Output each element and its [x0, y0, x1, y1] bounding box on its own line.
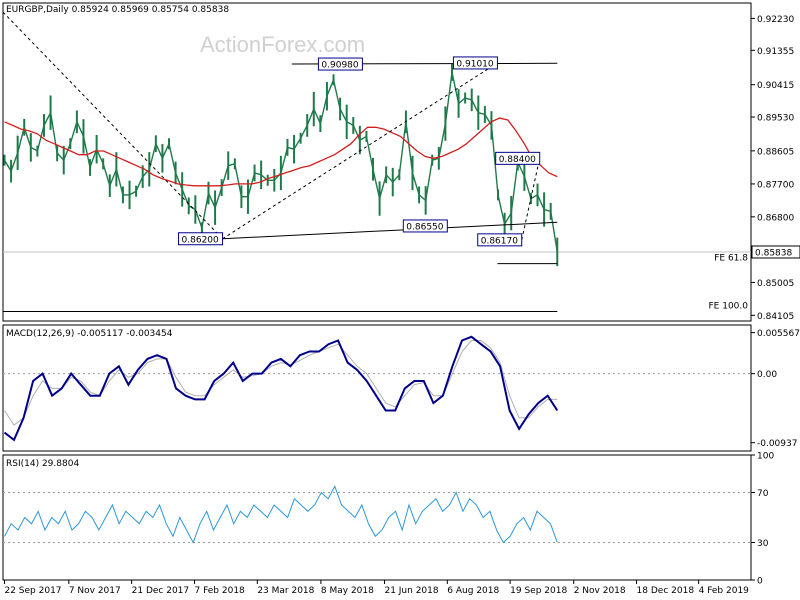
rsi-tick-label: 0 — [757, 577, 763, 587]
rsi-tick-label: 30 — [757, 539, 769, 549]
x-tick-label: 7 Nov 2017 — [69, 586, 121, 596]
annotation-box — [495, 151, 541, 165]
rsi-tick-label: 100 — [757, 452, 774, 462]
x-tick-label: 18 Dec 2018 — [637, 586, 695, 596]
annotation-label: 0.86550 — [406, 222, 443, 232]
macd-header: MACD(12,26,9) -0.005117 -0.003454 — [6, 329, 173, 339]
annotation-box — [452, 56, 498, 70]
macd-tick-label: 0.00 — [757, 370, 777, 380]
last-price-label: 0.85838 — [755, 248, 792, 258]
annotation-label: 0.88400 — [499, 155, 536, 165]
trend-line — [521, 158, 541, 240]
x-tick-label: 21 Dec 2017 — [132, 586, 190, 596]
main-frame — [2, 2, 752, 322]
macd-tick-label: -0.00937 — [757, 439, 797, 449]
macd-tick-label: 0.005567 — [757, 329, 800, 339]
x-tick-label: 6 Aug 2018 — [447, 586, 499, 596]
rsi-line — [4, 485, 558, 544]
y-tick-label: 0.88605 — [757, 147, 794, 157]
x-tick-label: 19 Sep 2018 — [510, 586, 567, 596]
y-tick-label: 0.90415 — [757, 81, 794, 91]
y-tick-label: 0.85005 — [757, 279, 794, 289]
x-tick-label: 2 Nov 2018 — [574, 586, 626, 596]
price-series — [3, 64, 559, 267]
rsi-frame — [2, 454, 752, 581]
last-price-box — [751, 245, 800, 259]
price-annotations: 0.86200 0.90980 0.91010 0.86550 0.88400 0.861… — [178, 56, 541, 247]
moving-average — [4, 117, 558, 187]
watermark: ActionForex.com — [200, 32, 365, 57]
macd-signal-line — [4, 340, 558, 426]
annotation-box — [317, 57, 363, 71]
rsi-tick-label: 70 — [757, 489, 769, 499]
y-tick-label: 0.91355 — [757, 47, 794, 57]
y-tick-label: 0.92230 — [757, 15, 794, 25]
annotation-label: 0.90980 — [321, 61, 358, 71]
x-tick-label: 22 Sep 2017 — [4, 586, 61, 596]
main-header: EURGBP,Daily 0.85924 0.85969 0.85754 0.8… — [6, 5, 229, 15]
fe-label: FE 61.8 — [714, 254, 748, 264]
y-tick-label: 0.89530 — [757, 114, 794, 124]
y-tick-label: 0.87700 — [757, 180, 794, 190]
rsi-panel: 100 70 30 0 — [3, 452, 774, 587]
trend-line — [222, 62, 498, 240]
annotation-label: 0.86170 — [481, 236, 518, 246]
macd-frame — [2, 324, 752, 452]
annotation-label: 0.91010 — [456, 59, 493, 69]
annotation-label: 0.86200 — [182, 235, 219, 245]
x-tick-label: 21 Jun 2018 — [384, 586, 438, 596]
y-tick-label: 0.84105 — [757, 312, 794, 322]
annotation-box — [178, 232, 224, 246]
macd-panel: 0.005567 0.00 -0.00937 — [3, 329, 800, 449]
trend-lines: FE 61.8 FE 100.0 — [2, 11, 749, 312]
x-tick-label: 7 Feb 2018 — [194, 586, 245, 596]
x-tick-label: 8 May 2018 — [321, 586, 374, 596]
panel-frames — [2, 2, 752, 581]
annotation-box — [477, 233, 523, 247]
trend-line — [2, 11, 223, 240]
y-tick-label: 0.86800 — [757, 213, 794, 223]
x-tick-label: 23 Mar 2018 — [257, 586, 314, 596]
macd-line — [3, 335, 559, 442]
trend-line — [222, 221, 558, 240]
fe-label: FE 100.0 — [709, 301, 749, 311]
axes: 0.92230 0.91355 0.90415 0.89530 0.88605 0.877… — [3, 15, 800, 596]
annotation-box — [402, 219, 448, 233]
price-line — [3, 72, 558, 253]
x-tick-label: 4 Feb 2019 — [699, 586, 750, 596]
rsi-header: RSI(14) 29.8804 — [6, 459, 79, 469]
ma-line — [4, 117, 558, 187]
